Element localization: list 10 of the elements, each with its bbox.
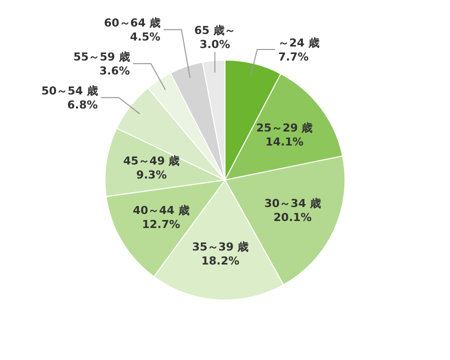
slice-label: 40～44 歳 12.7% <box>132 204 190 232</box>
slice-label: 35～39 歳 18.2% <box>192 240 249 268</box>
slice-label: 50～54 歳 6.8% <box>41 84 98 112</box>
slice-label: 25～29 歳 14.1% <box>256 121 313 148</box>
slice-label: 65 歳～ 3.0% <box>194 24 236 51</box>
slice-label: ～24 歳 7.7% <box>278 36 320 64</box>
slice-label: 55～59 歳 3.6% <box>73 50 130 78</box>
slice-label: 45～49 歳 9.3% <box>123 154 180 182</box>
slice-label: 30～34 歳 20.1% <box>264 197 321 224</box>
slice-label: 60～64 歳 4.5% <box>104 16 160 44</box>
